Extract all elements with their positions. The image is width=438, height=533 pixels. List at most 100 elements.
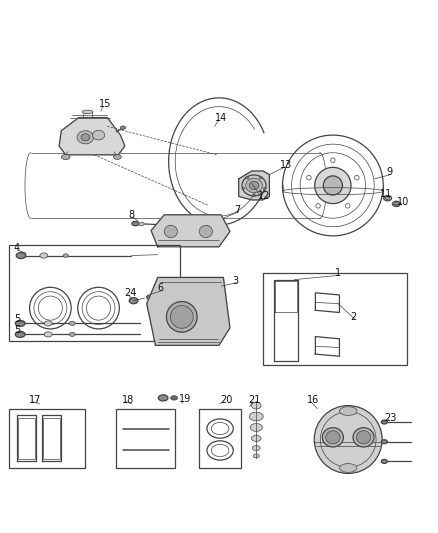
Ellipse shape xyxy=(44,332,52,337)
Ellipse shape xyxy=(314,406,382,473)
Ellipse shape xyxy=(86,296,110,320)
Ellipse shape xyxy=(253,454,259,458)
Ellipse shape xyxy=(339,464,357,472)
Text: 2: 2 xyxy=(350,312,357,322)
Ellipse shape xyxy=(323,176,343,195)
Text: 3: 3 xyxy=(232,276,238,286)
Ellipse shape xyxy=(385,197,390,200)
Ellipse shape xyxy=(63,254,68,257)
Text: 9: 9 xyxy=(386,167,392,177)
Ellipse shape xyxy=(199,225,212,238)
Ellipse shape xyxy=(16,253,26,259)
Ellipse shape xyxy=(170,305,193,328)
Ellipse shape xyxy=(139,222,144,226)
Ellipse shape xyxy=(249,412,263,421)
Text: 12: 12 xyxy=(258,191,270,201)
Ellipse shape xyxy=(316,204,320,208)
Ellipse shape xyxy=(170,395,178,400)
Bar xyxy=(199,409,241,468)
Ellipse shape xyxy=(40,253,48,258)
Polygon shape xyxy=(151,215,230,247)
Ellipse shape xyxy=(381,440,388,443)
Ellipse shape xyxy=(252,446,260,450)
Ellipse shape xyxy=(251,402,261,409)
Ellipse shape xyxy=(39,296,63,320)
Ellipse shape xyxy=(392,201,400,206)
Text: 1: 1 xyxy=(335,268,341,278)
Polygon shape xyxy=(42,415,61,462)
Ellipse shape xyxy=(242,188,244,190)
Text: 13: 13 xyxy=(280,160,293,170)
Text: 11: 11 xyxy=(380,189,392,199)
Bar xyxy=(43,418,60,459)
Ellipse shape xyxy=(120,126,126,130)
Text: 10: 10 xyxy=(397,197,410,207)
Text: 23: 23 xyxy=(385,413,397,423)
Polygon shape xyxy=(275,281,297,312)
Ellipse shape xyxy=(44,321,52,326)
Ellipse shape xyxy=(15,320,25,327)
Ellipse shape xyxy=(381,459,388,463)
Polygon shape xyxy=(239,171,269,200)
Ellipse shape xyxy=(147,295,154,300)
Ellipse shape xyxy=(355,175,359,180)
Ellipse shape xyxy=(246,178,262,193)
Text: 6: 6 xyxy=(158,284,164,293)
Ellipse shape xyxy=(322,427,343,447)
Ellipse shape xyxy=(384,196,392,201)
Ellipse shape xyxy=(249,181,259,190)
Ellipse shape xyxy=(246,176,249,179)
Text: 7: 7 xyxy=(234,205,240,215)
Polygon shape xyxy=(315,336,339,356)
Ellipse shape xyxy=(158,395,168,401)
Ellipse shape xyxy=(82,110,93,114)
Ellipse shape xyxy=(242,175,266,196)
Ellipse shape xyxy=(69,333,75,336)
Ellipse shape xyxy=(259,176,262,179)
Ellipse shape xyxy=(250,424,262,431)
Ellipse shape xyxy=(92,130,105,140)
Ellipse shape xyxy=(113,155,121,159)
Ellipse shape xyxy=(353,427,374,447)
Polygon shape xyxy=(17,415,36,462)
Ellipse shape xyxy=(61,155,70,159)
Ellipse shape xyxy=(251,435,261,441)
Bar xyxy=(263,273,407,365)
Text: 14: 14 xyxy=(215,112,227,123)
Bar xyxy=(9,245,180,341)
Ellipse shape xyxy=(166,302,197,332)
Text: 21: 21 xyxy=(248,394,261,405)
Ellipse shape xyxy=(69,321,75,326)
Ellipse shape xyxy=(326,431,340,444)
Polygon shape xyxy=(274,280,298,361)
Ellipse shape xyxy=(164,225,177,238)
Ellipse shape xyxy=(381,420,388,424)
Text: 20: 20 xyxy=(220,394,232,405)
Ellipse shape xyxy=(253,194,255,196)
Text: 4: 4 xyxy=(14,243,20,253)
Ellipse shape xyxy=(129,297,138,304)
Polygon shape xyxy=(147,278,230,345)
Text: 16: 16 xyxy=(307,394,319,405)
Ellipse shape xyxy=(394,203,399,205)
Text: 17: 17 xyxy=(29,394,41,405)
Text: 18: 18 xyxy=(122,394,134,405)
Ellipse shape xyxy=(331,158,335,163)
Ellipse shape xyxy=(77,131,94,144)
Polygon shape xyxy=(59,118,125,155)
Ellipse shape xyxy=(307,175,311,180)
Text: 24: 24 xyxy=(124,288,136,298)
Ellipse shape xyxy=(264,188,266,190)
Text: 15: 15 xyxy=(99,100,111,109)
Polygon shape xyxy=(315,293,339,312)
Ellipse shape xyxy=(132,221,139,226)
Ellipse shape xyxy=(357,431,371,444)
Bar xyxy=(18,418,35,459)
Ellipse shape xyxy=(15,332,25,337)
Text: 5: 5 xyxy=(14,325,20,335)
Text: 19: 19 xyxy=(179,394,191,404)
Bar xyxy=(9,409,85,468)
Bar xyxy=(116,409,175,468)
Ellipse shape xyxy=(315,167,351,204)
Ellipse shape xyxy=(339,407,357,415)
